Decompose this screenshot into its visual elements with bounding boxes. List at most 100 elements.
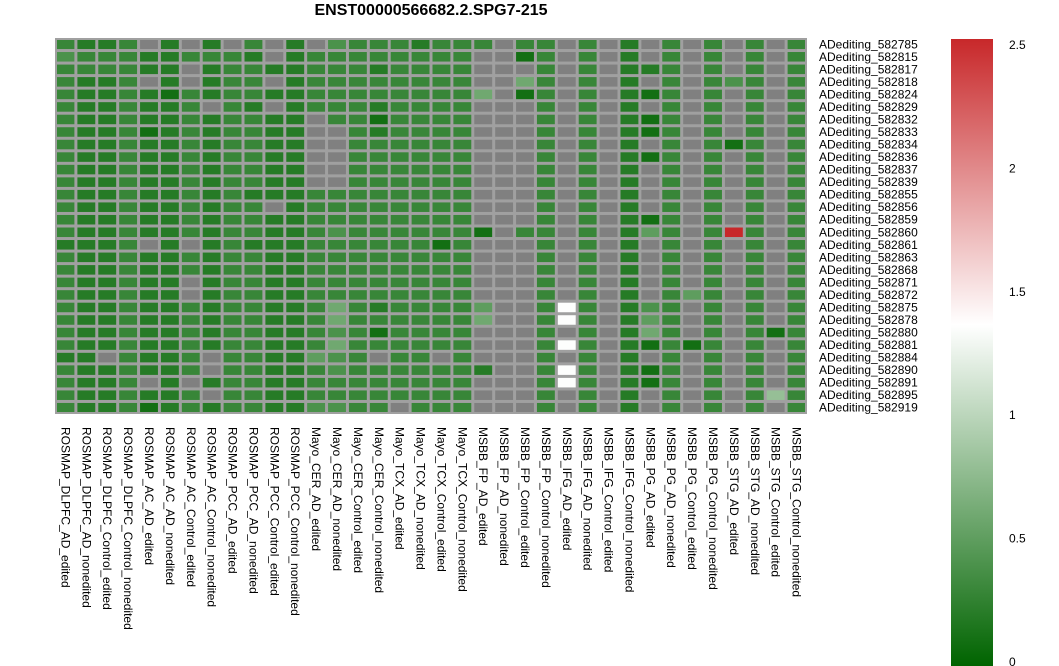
heatmap-cell — [244, 89, 263, 100]
heatmap-cell — [244, 64, 263, 75]
heatmap-cell — [286, 202, 305, 212]
heatmap-cell — [390, 365, 409, 375]
heatmap-cell — [766, 214, 785, 225]
heatmap-cell — [77, 402, 96, 413]
heatmap-cell — [620, 127, 639, 137]
heatmap-cell — [662, 265, 681, 275]
heatmap-cell — [98, 102, 117, 112]
heatmap-cell — [578, 202, 597, 212]
heatmap-cell — [286, 52, 305, 62]
heatmap-cell — [244, 402, 263, 413]
heatmap-cell — [56, 39, 75, 50]
heatmap-cell — [390, 152, 409, 162]
heatmap-cell — [662, 39, 681, 50]
heatmap-cell — [307, 64, 326, 75]
heatmap-cell — [557, 177, 576, 187]
heatmap-cell — [704, 327, 722, 338]
heatmap-cell — [495, 365, 514, 375]
heatmap-cell — [453, 252, 472, 263]
heatmap-cell — [119, 227, 138, 238]
heatmap-cell — [307, 39, 326, 50]
heatmap-cell — [453, 139, 472, 150]
heatmap-cell — [662, 365, 681, 375]
heatmap-cell — [787, 164, 806, 175]
heatmap-cell — [516, 114, 534, 125]
heatmap-cell — [578, 390, 597, 400]
heatmap-cell — [766, 365, 785, 375]
column-label: MSBB_IFG_Control_edited — [602, 427, 616, 572]
heatmap-cell — [599, 290, 618, 300]
heatmap-cell — [641, 402, 660, 413]
column-label: Mayo_TCX_AD_nonedited — [414, 427, 428, 570]
heatmap-cell — [411, 365, 430, 375]
heatmap-cell — [369, 352, 388, 363]
heatmap-cell — [223, 177, 242, 187]
heatmap-cell — [98, 277, 117, 288]
heatmap-cell — [202, 52, 221, 62]
heatmap-cell — [683, 340, 702, 350]
heatmap-cell — [453, 202, 472, 212]
row-label: ADediting_582880 — [819, 326, 918, 340]
heatmap-cell — [474, 302, 493, 313]
heatmap-cell — [536, 39, 555, 50]
heatmap-cell — [766, 102, 785, 112]
heatmap-cell — [432, 102, 451, 112]
row-label: ADediting_582890 — [819, 363, 918, 377]
heatmap-cell — [766, 189, 785, 200]
heatmap-cell — [745, 265, 764, 275]
heatmap-cell — [641, 102, 660, 112]
row-label: ADediting_582881 — [819, 338, 918, 352]
heatmap-cell — [348, 202, 367, 212]
heatmap-cell — [704, 277, 722, 288]
heatmap-cell — [411, 177, 430, 187]
heatmap-cell — [766, 77, 785, 87]
heatmap-cell — [787, 277, 806, 288]
heatmap-cell — [474, 390, 493, 400]
heatmap-cell — [620, 265, 639, 275]
heatmap-cell — [432, 315, 451, 325]
heatmap-cell — [578, 327, 597, 338]
heatmap-cell — [474, 240, 493, 250]
heatmap-cell — [98, 177, 117, 187]
heatmap-cell — [599, 377, 618, 388]
heatmap-cell — [160, 64, 179, 75]
heatmap-cell — [328, 189, 346, 200]
heatmap-cell — [578, 77, 597, 87]
heatmap-cell — [202, 315, 221, 325]
heatmap-cell — [578, 365, 597, 375]
heatmap-cell — [181, 377, 200, 388]
heatmap-cell — [620, 139, 639, 150]
heatmap-cell — [286, 164, 305, 175]
heatmap-cell — [307, 365, 326, 375]
heatmap-cell — [662, 277, 681, 288]
heatmap-cell — [766, 302, 785, 313]
heatmap-cell — [662, 152, 681, 162]
heatmap-cell — [119, 102, 138, 112]
heatmap-cell — [244, 114, 263, 125]
heatmap-cell — [704, 302, 722, 313]
heatmap-cell — [369, 152, 388, 162]
heatmap-cell — [599, 315, 618, 325]
heatmap-cell — [307, 77, 326, 87]
heatmap-cell — [432, 302, 451, 313]
heatmap-cell — [140, 152, 158, 162]
heatmap-cell — [704, 139, 722, 150]
heatmap-cell — [745, 315, 764, 325]
heatmap-cell — [411, 64, 430, 75]
heatmap-cell — [787, 290, 806, 300]
heatmap-cell — [620, 164, 639, 175]
heatmap-cell — [265, 52, 284, 62]
heatmap-cell — [724, 340, 743, 350]
heatmap-cell — [286, 352, 305, 363]
heatmap-cell — [683, 252, 702, 263]
heatmap-cell — [286, 89, 305, 100]
heatmap-cell — [557, 77, 576, 87]
heatmap-cell — [432, 390, 451, 400]
heatmap-cell — [724, 177, 743, 187]
heatmap-cell — [307, 390, 326, 400]
heatmap-cell — [599, 202, 618, 212]
heatmap-cell — [557, 277, 576, 288]
heatmap-cell — [244, 139, 263, 150]
heatmap-cell — [683, 327, 702, 338]
